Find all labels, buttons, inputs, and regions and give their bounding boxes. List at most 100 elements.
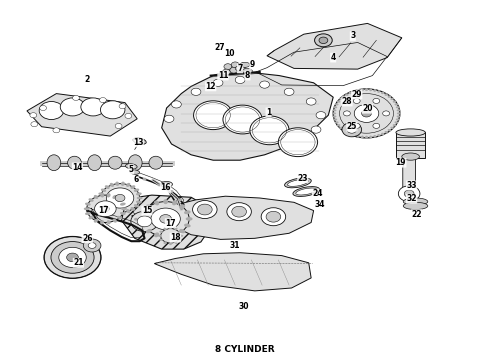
Ellipse shape [117,216,122,219]
Ellipse shape [365,88,368,91]
Circle shape [106,188,134,208]
Circle shape [88,243,96,248]
Circle shape [213,79,223,86]
Ellipse shape [385,131,388,134]
Ellipse shape [169,242,172,245]
Text: 17: 17 [98,206,109,215]
Ellipse shape [377,134,380,137]
Circle shape [115,194,125,202]
Circle shape [81,98,105,116]
Ellipse shape [137,197,143,199]
Polygon shape [154,253,311,291]
Circle shape [383,111,390,116]
Ellipse shape [98,201,104,203]
Ellipse shape [164,228,167,230]
Ellipse shape [392,124,396,126]
Ellipse shape [361,135,364,138]
Text: 8: 8 [245,71,250,80]
Ellipse shape [186,217,193,221]
Ellipse shape [335,121,339,123]
Ellipse shape [88,155,101,171]
Circle shape [59,247,86,267]
Circle shape [373,98,380,103]
Ellipse shape [161,181,172,187]
Ellipse shape [110,209,114,213]
Ellipse shape [130,170,140,174]
Ellipse shape [403,198,428,205]
Ellipse shape [349,132,352,135]
Ellipse shape [121,207,127,210]
Ellipse shape [94,195,98,199]
Circle shape [230,67,238,73]
Ellipse shape [243,68,252,73]
Circle shape [170,190,173,193]
Ellipse shape [373,89,376,92]
Ellipse shape [146,229,152,233]
Circle shape [227,203,251,221]
Circle shape [342,122,362,137]
Ellipse shape [385,93,388,96]
Text: 18: 18 [170,233,181,242]
Circle shape [235,76,245,84]
Ellipse shape [110,183,114,187]
Circle shape [266,211,281,222]
Ellipse shape [184,210,191,214]
Ellipse shape [333,109,337,111]
Circle shape [222,69,230,75]
Ellipse shape [391,98,394,100]
Ellipse shape [85,212,91,215]
Circle shape [180,207,184,210]
Circle shape [30,113,37,118]
Ellipse shape [154,233,159,237]
Text: 32: 32 [406,194,417,203]
Circle shape [193,201,217,219]
Circle shape [142,202,189,236]
Ellipse shape [345,131,348,134]
Ellipse shape [133,138,146,144]
Ellipse shape [345,93,348,96]
Ellipse shape [396,118,400,121]
Circle shape [278,128,318,157]
Ellipse shape [115,181,119,186]
Circle shape [353,98,360,103]
Ellipse shape [154,201,159,205]
Ellipse shape [85,203,91,206]
Text: 1: 1 [266,108,271,117]
Ellipse shape [89,216,94,219]
Ellipse shape [357,135,360,138]
Ellipse shape [342,129,345,131]
Ellipse shape [394,121,398,123]
Circle shape [144,222,148,225]
Ellipse shape [339,98,343,100]
Circle shape [157,184,161,186]
Ellipse shape [174,228,177,230]
Circle shape [31,122,38,127]
Text: 6: 6 [134,175,139,184]
Ellipse shape [105,185,110,189]
Circle shape [250,116,289,145]
Ellipse shape [126,209,130,213]
Text: 10: 10 [224,49,235,58]
Ellipse shape [333,106,337,108]
Ellipse shape [361,89,364,91]
Circle shape [172,101,181,108]
Polygon shape [267,23,402,69]
Circle shape [224,64,232,69]
Text: 13: 13 [133,138,144,147]
Ellipse shape [134,204,139,207]
Polygon shape [27,94,137,136]
Ellipse shape [235,66,245,71]
Circle shape [99,98,106,103]
Text: 27: 27 [214,43,225,52]
Ellipse shape [342,95,345,98]
Circle shape [175,215,179,217]
Circle shape [404,190,414,197]
Ellipse shape [107,220,111,224]
Ellipse shape [136,193,142,195]
Text: 8 CYLINDER: 8 CYLINDER [215,345,275,354]
Text: 17: 17 [165,219,176,228]
Ellipse shape [146,204,152,209]
Ellipse shape [388,95,391,98]
Ellipse shape [174,241,177,244]
Circle shape [167,220,171,223]
